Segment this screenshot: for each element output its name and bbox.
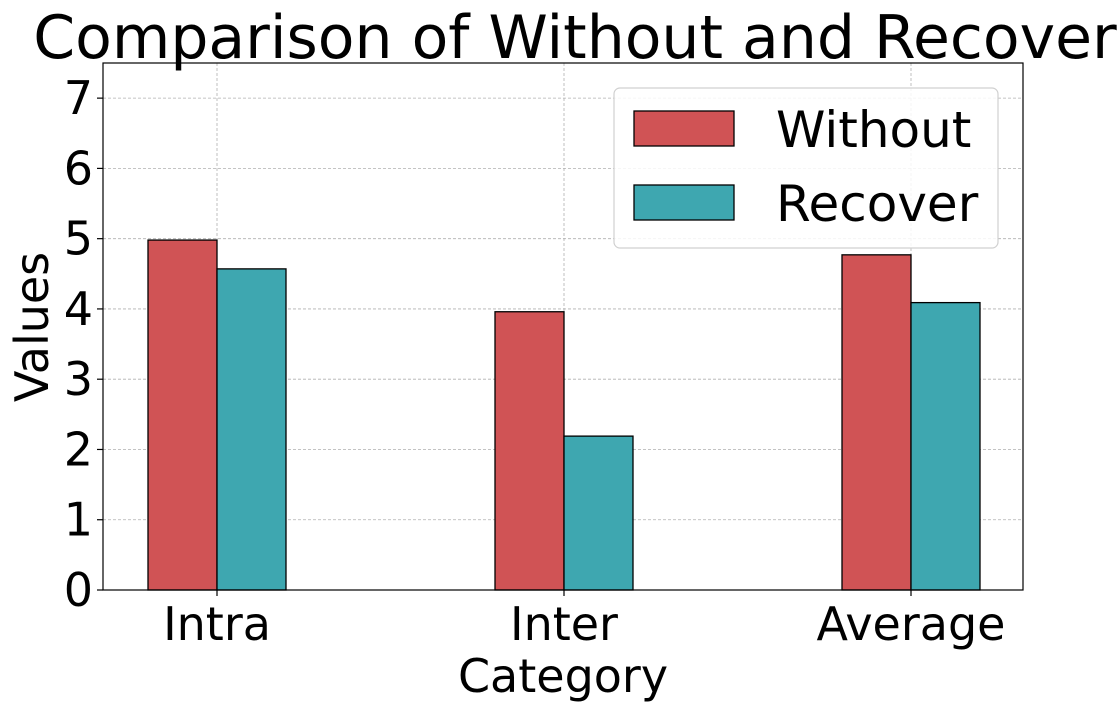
y-tick-label: 7 <box>64 71 93 125</box>
x-tick-label: Average <box>817 597 1006 651</box>
y-tick-label: 0 <box>64 563 93 617</box>
axis-ticks: 0 1 2 3 4 5 6 7 Intra Inter Average <box>64 71 1006 651</box>
y-tick-label: 5 <box>64 212 93 266</box>
plot-frame <box>102 62 1024 591</box>
y-tick-label: 4 <box>64 282 93 336</box>
bar-without-intra <box>147 239 218 591</box>
legend: Without Recover <box>613 87 999 249</box>
chart-title: Comparison of Without and Recover <box>33 3 1117 73</box>
x-axis-label: Category <box>458 649 668 703</box>
bar-without-average <box>841 254 912 591</box>
y-tick-label: 1 <box>64 493 93 547</box>
legend-swatch-without <box>633 110 735 147</box>
x-tick-label: Inter <box>510 597 618 651</box>
bars <box>147 239 981 591</box>
legend-swatch-recover <box>633 184 735 221</box>
bar-without-inter <box>494 311 565 591</box>
y-tick-label: 3 <box>64 352 93 406</box>
bar-recover-intra <box>216 268 287 591</box>
y-axis-label: Values <box>5 252 59 402</box>
x-tick-label: Intra <box>163 597 271 651</box>
bar-recover-average <box>910 301 981 591</box>
y-tick-label: 2 <box>64 422 93 476</box>
legend-label-without: Without <box>776 101 971 159</box>
bar-recover-inter <box>563 435 634 591</box>
y-tick-label: 6 <box>64 141 93 195</box>
legend-label-recover: Recover <box>776 175 979 233</box>
